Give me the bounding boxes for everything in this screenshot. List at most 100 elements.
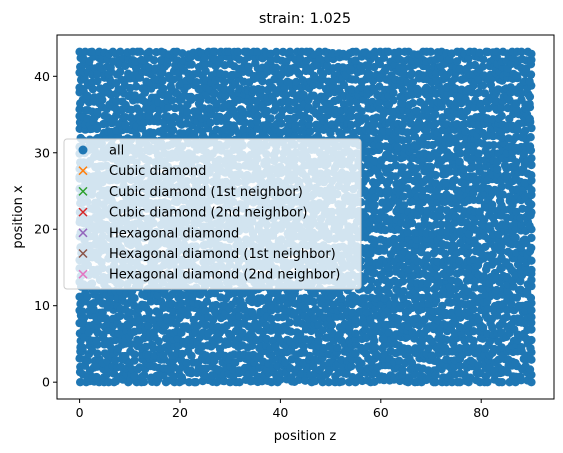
data-point [366, 249, 375, 258]
data-point [290, 98, 299, 107]
data-point [225, 329, 234, 339]
data-point [144, 321, 153, 330]
plot-frame [56, 34, 555, 400]
data-point [384, 328, 394, 337]
data-point [511, 233, 520, 242]
data-point [527, 185, 536, 195]
data-point [370, 127, 379, 137]
data-point [450, 329, 460, 338]
data-point [347, 362, 356, 371]
data-point [346, 112, 356, 121]
x-tick-label: 0 [76, 405, 84, 420]
data-point [103, 113, 112, 122]
data-point [418, 335, 427, 345]
data-point [187, 60, 196, 69]
data-point [459, 165, 469, 174]
data-point [455, 64, 465, 74]
x-tick-label: 20 [172, 405, 188, 420]
legend-marker [78, 248, 88, 259]
data-point [474, 315, 484, 324]
data-point [527, 160, 536, 170]
data-point [474, 149, 483, 158]
data-point [503, 171, 512, 181]
data-point [357, 343, 366, 353]
data-point [512, 293, 522, 302]
data-point [304, 120, 314, 129]
data-point [130, 91, 140, 100]
data-point [182, 322, 191, 331]
data-point [92, 336, 101, 345]
data-point [153, 112, 162, 121]
data-point [399, 192, 408, 201]
data-point [427, 337, 436, 346]
data-point [526, 70, 536, 79]
data-point [403, 344, 413, 354]
data-point [121, 100, 130, 110]
data-point [206, 118, 215, 127]
data-point [488, 323, 497, 332]
data-point [233, 47, 243, 56]
x-tick-label: 60 [373, 405, 389, 420]
data-point [367, 276, 376, 285]
data-point [464, 229, 474, 239]
data-point [351, 315, 360, 324]
y-axis-label: position x [11, 185, 26, 249]
data-point [285, 318, 294, 327]
data-point [526, 344, 535, 353]
data-point [205, 104, 214, 113]
legend-entry: all [109, 144, 124, 159]
data-point [253, 47, 262, 56]
data-point [308, 106, 318, 115]
data-point [244, 62, 253, 71]
data-point [159, 84, 168, 93]
data-point [257, 294, 266, 303]
data-point [426, 162, 436, 172]
data-point [258, 77, 267, 86]
data-point [497, 103, 506, 113]
data-point [507, 299, 516, 309]
data-point [455, 157, 464, 166]
data-point [126, 340, 136, 349]
data-point [327, 320, 337, 329]
data-point [478, 81, 488, 90]
data-point [431, 170, 440, 180]
data-point [527, 355, 536, 364]
data-point [370, 336, 379, 346]
data-point [130, 294, 139, 303]
data-point [292, 77, 301, 87]
data-point [412, 124, 421, 134]
data-point [408, 328, 417, 337]
data-point [282, 90, 291, 100]
data-point [520, 126, 530, 135]
data-point [501, 258, 511, 267]
data-point [440, 343, 450, 352]
data-point [412, 84, 422, 94]
legend-marker [78, 166, 88, 176]
data-point [503, 234, 512, 243]
data-point [497, 201, 506, 210]
data-point [520, 192, 530, 201]
data-point [527, 55, 536, 64]
data-point [365, 257, 374, 266]
data-point [469, 327, 478, 336]
data-point [362, 333, 371, 343]
data-point [92, 372, 101, 382]
data-point [445, 167, 454, 176]
data-point [527, 312, 536, 322]
data-point [475, 48, 484, 57]
data-point [257, 85, 266, 94]
data-point [139, 377, 149, 387]
data-point [527, 200, 536, 209]
data-point [262, 334, 271, 344]
data-point [130, 350, 139, 359]
data-point [473, 242, 483, 251]
data-point [238, 107, 248, 116]
data-point [527, 335, 536, 345]
data-point [413, 172, 422, 181]
data-point [294, 69, 304, 79]
data-point [361, 349, 371, 358]
data-point [140, 371, 149, 380]
data-point [266, 114, 275, 123]
data-point [431, 110, 440, 119]
data-point [520, 235, 530, 244]
